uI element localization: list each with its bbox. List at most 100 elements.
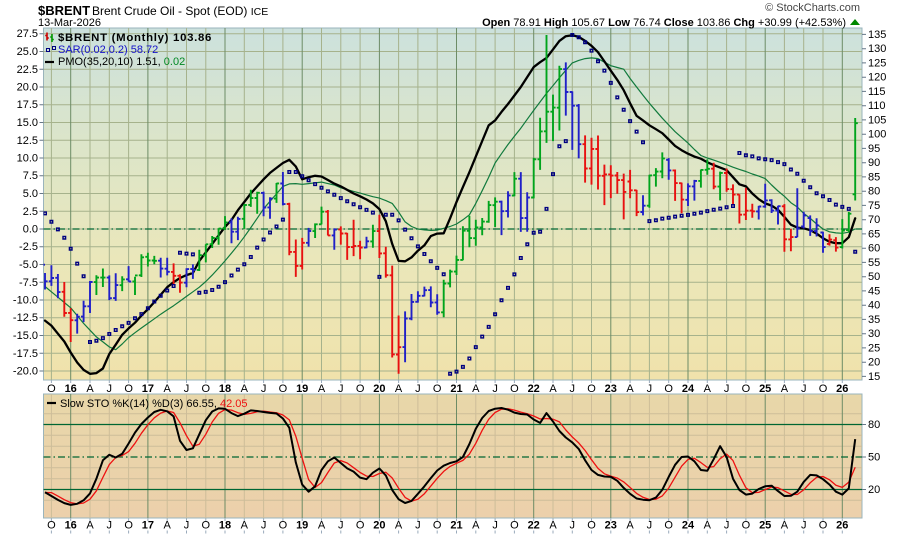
svg-text:100: 100	[868, 129, 886, 141]
svg-text:21: 21	[450, 383, 462, 395]
svg-text:O: O	[124, 383, 133, 395]
svg-text:O: O	[47, 383, 56, 395]
svg-text:19: 19	[296, 520, 308, 532]
svg-text:J: J	[261, 520, 267, 532]
svg-text:A: A	[549, 383, 557, 395]
svg-text:10.0: 10.0	[17, 153, 38, 165]
svg-text:$BRENT: $BRENT	[38, 3, 90, 18]
svg-text:Open 78.91 High 105.67 Low 76.: Open 78.91 High 105.67 Low 76.74 Close 1…	[482, 17, 846, 29]
svg-text:27.5: 27.5	[17, 28, 38, 40]
svg-text:16: 16	[65, 520, 77, 532]
svg-text:-10.0: -10.0	[13, 295, 38, 307]
svg-text:-20.0: -20.0	[13, 366, 38, 378]
svg-text:J: J	[801, 383, 807, 395]
svg-text:SAR(0.02,0.2) 58.72: SAR(0.02,0.2) 58.72	[58, 44, 158, 56]
svg-text:85: 85	[868, 171, 880, 183]
svg-text:O: O	[356, 520, 365, 532]
svg-text:95: 95	[868, 143, 880, 155]
svg-text:A: A	[241, 520, 249, 532]
svg-text:J: J	[570, 520, 576, 532]
svg-text:J: J	[338, 383, 344, 395]
svg-text:J: J	[724, 520, 730, 532]
svg-text:7.5: 7.5	[23, 170, 38, 182]
svg-text:O: O	[664, 520, 673, 532]
svg-text:22: 22	[528, 383, 540, 395]
svg-text:120: 120	[868, 72, 886, 84]
svg-text:J: J	[338, 520, 344, 532]
svg-text:125: 125	[868, 57, 886, 69]
svg-text:60: 60	[868, 243, 880, 255]
svg-text:22.5: 22.5	[17, 64, 38, 76]
svg-text:A: A	[781, 383, 789, 395]
svg-text:-15.0: -15.0	[13, 330, 38, 342]
svg-text:A: A	[86, 520, 94, 532]
svg-text:A: A	[472, 520, 480, 532]
svg-text:21: 21	[450, 520, 462, 532]
svg-text:23: 23	[605, 520, 617, 532]
svg-text:50: 50	[868, 271, 880, 283]
svg-text:A: A	[781, 520, 789, 532]
svg-text:20: 20	[868, 484, 880, 496]
svg-text:J: J	[647, 383, 653, 395]
svg-text:12.5: 12.5	[17, 135, 38, 147]
svg-text:$BRENT (Monthly) 103.86: $BRENT (Monthly) 103.86	[58, 32, 212, 44]
svg-text:J: J	[184, 520, 190, 532]
svg-text:80: 80	[868, 419, 880, 431]
svg-text:35: 35	[868, 314, 880, 326]
svg-text:45: 45	[868, 285, 880, 297]
svg-text:O: O	[510, 520, 519, 532]
svg-text:J: J	[492, 520, 498, 532]
svg-text:O: O	[356, 383, 365, 395]
svg-text:O: O	[433, 520, 442, 532]
svg-text:J: J	[415, 383, 421, 395]
svg-text:A: A	[164, 520, 172, 532]
svg-text:22: 22	[528, 520, 540, 532]
svg-text:15.0: 15.0	[17, 117, 38, 129]
svg-text:O: O	[279, 520, 288, 532]
svg-text:A: A	[395, 520, 403, 532]
svg-text:19: 19	[296, 383, 308, 395]
svg-text:O: O	[202, 520, 211, 532]
svg-text:24: 24	[682, 383, 695, 395]
svg-text:17: 17	[142, 383, 154, 395]
svg-text:O: O	[742, 520, 751, 532]
svg-text:J: J	[724, 383, 730, 395]
svg-text:-17.5: -17.5	[13, 348, 38, 360]
svg-text:25: 25	[868, 342, 880, 354]
svg-text:A: A	[626, 520, 634, 532]
svg-text:-2.5: -2.5	[19, 241, 38, 253]
svg-text:O: O	[742, 383, 751, 395]
svg-text:O: O	[587, 383, 596, 395]
svg-text:115: 115	[868, 86, 886, 98]
svg-text:O: O	[664, 383, 673, 395]
svg-text:PMO(35,20,10) 1.51, 0.02: PMO(35,20,10) 1.51, 0.02	[58, 56, 185, 68]
svg-text:J: J	[184, 383, 190, 395]
svg-text:17.5: 17.5	[17, 99, 38, 111]
svg-text:J: J	[415, 520, 421, 532]
svg-text:65: 65	[868, 228, 880, 240]
svg-text:40: 40	[868, 300, 880, 312]
svg-text:18: 18	[219, 383, 231, 395]
svg-text:70: 70	[868, 214, 880, 226]
svg-text:16: 16	[65, 383, 77, 395]
svg-text:J: J	[492, 383, 498, 395]
svg-text:A: A	[164, 383, 172, 395]
svg-text:A: A	[86, 383, 94, 395]
svg-text:105: 105	[868, 114, 886, 126]
svg-text:O: O	[279, 383, 288, 395]
svg-text:18: 18	[219, 520, 231, 532]
svg-text:J: J	[261, 383, 267, 395]
svg-text:O: O	[819, 520, 828, 532]
svg-text:A: A	[241, 383, 249, 395]
svg-text:20: 20	[373, 520, 385, 532]
svg-text:15: 15	[868, 371, 880, 383]
svg-text:-12.5: -12.5	[13, 312, 38, 324]
svg-text:A: A	[395, 383, 403, 395]
svg-text:Brent Crude Oil - Spot (EOD) I: Brent Crude Oil - Spot (EOD) ICE	[92, 4, 268, 18]
svg-text:13-Mar-2026: 13-Mar-2026	[38, 17, 101, 29]
svg-text:135: 135	[868, 29, 886, 41]
svg-text:5.0: 5.0	[23, 188, 38, 200]
svg-text:J: J	[107, 520, 113, 532]
svg-text:O: O	[124, 520, 133, 532]
svg-text:© StockCharts.com: © StockCharts.com	[765, 2, 860, 14]
